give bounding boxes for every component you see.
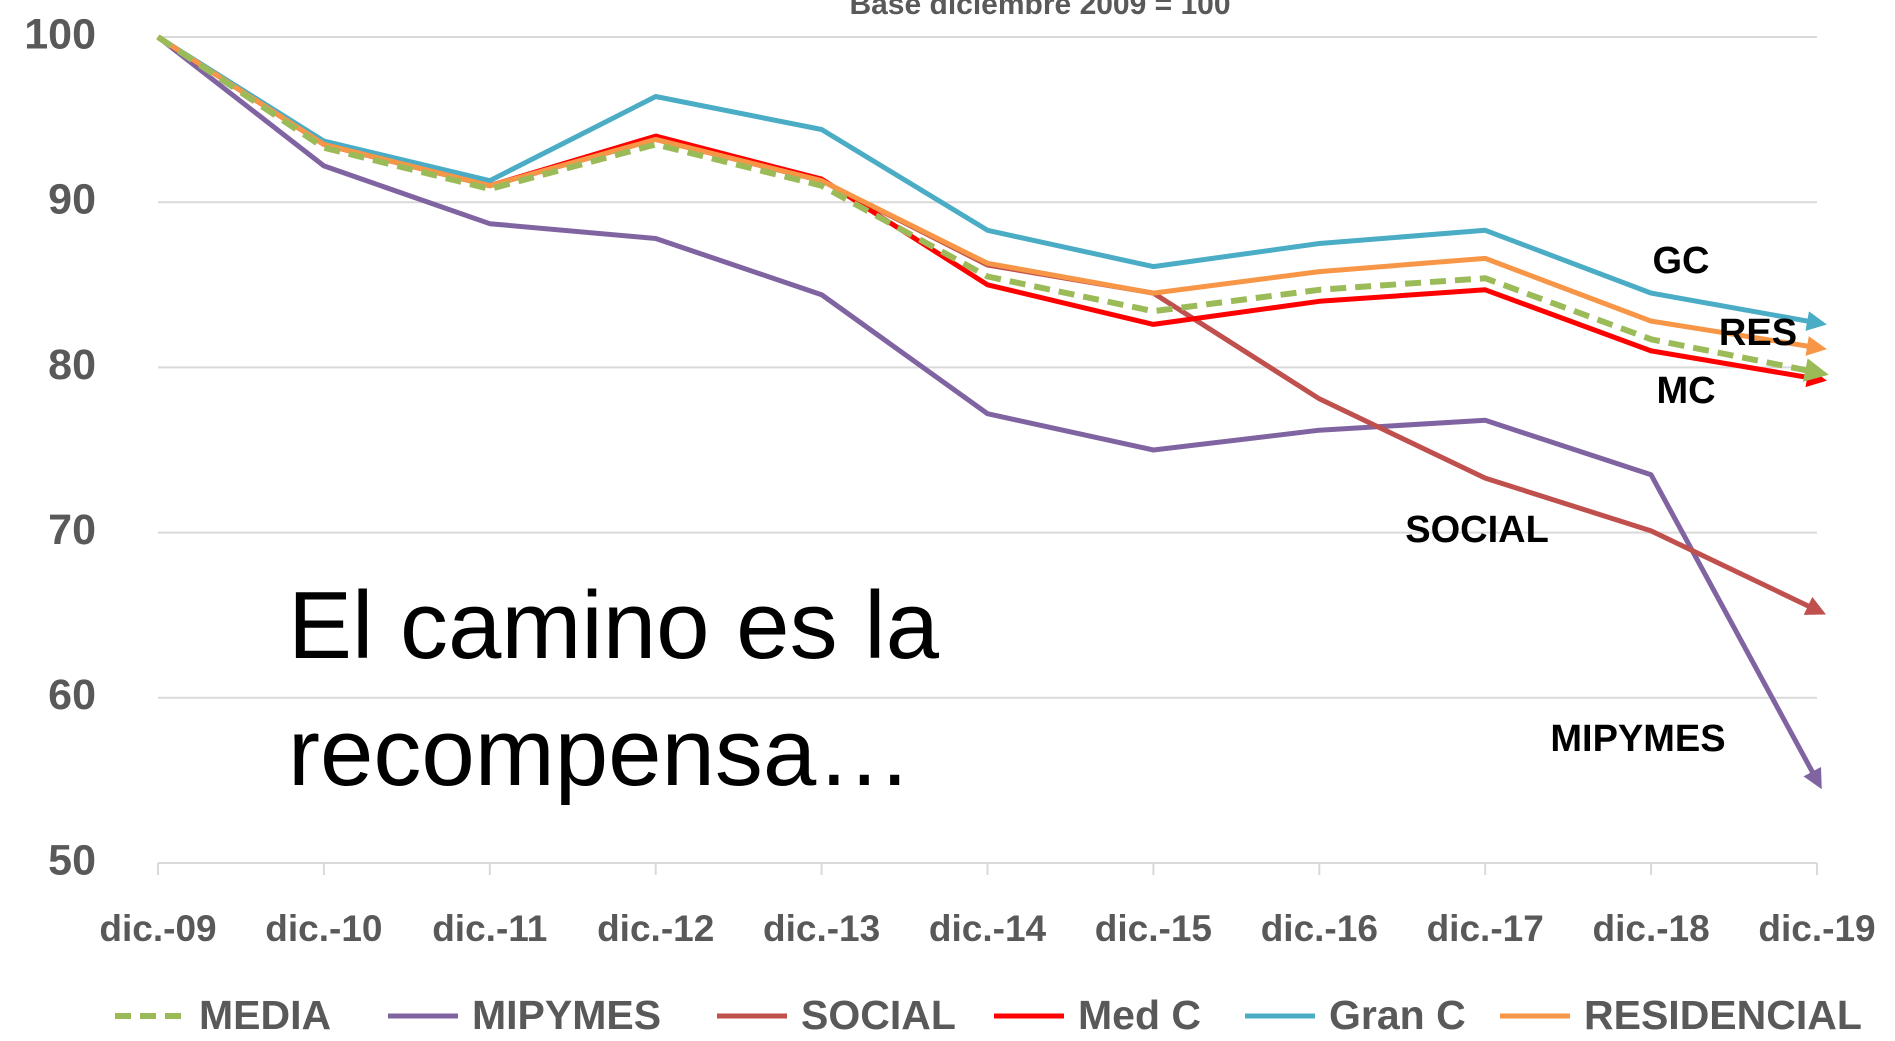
x-tick-label: dic.-09 <box>99 908 216 949</box>
legend-label: MIPYMES <box>472 992 661 1038</box>
series-line <box>156 34 1829 382</box>
annotation: GC <box>1653 240 1710 282</box>
legend-label: SOCIAL <box>801 992 956 1038</box>
x-tick-label: dic.-14 <box>929 908 1047 949</box>
y-tick-label: 60 <box>48 671 96 719</box>
legend-label: Gran C <box>1329 992 1466 1038</box>
x-tick-label: dic.-11 <box>432 908 547 949</box>
annotation: MIPYMES <box>1550 718 1725 760</box>
y-tick-label: 80 <box>48 341 96 389</box>
x-tick-label: dic.-13 <box>763 908 880 949</box>
y-tick-label: 70 <box>48 506 96 554</box>
chart-subtitle: Base diciembre 2009 = 100 <box>849 0 1230 21</box>
series-line <box>156 34 1827 388</box>
legend-label: Med C <box>1078 992 1201 1038</box>
headline: El camino es la <box>288 572 940 679</box>
x-tick-label: dic.-19 <box>1758 908 1875 949</box>
x-tick-label: dic.-17 <box>1427 908 1544 949</box>
x-tick-label: dic.-10 <box>265 908 382 949</box>
x-tick-label: dic.-15 <box>1095 908 1212 949</box>
y-tick-label: 90 <box>48 176 96 224</box>
series-line <box>156 34 1827 331</box>
legend-label: MEDIA <box>199 992 331 1038</box>
x-tick-label: dic.-18 <box>1592 908 1709 949</box>
legend-label: RESIDENCIAL <box>1584 992 1862 1038</box>
annotation: RES <box>1719 312 1797 354</box>
headline: recompensa… <box>288 699 912 806</box>
x-tick-label: dic.-16 <box>1261 908 1378 949</box>
series-line <box>156 34 1827 356</box>
series-line <box>156 35 1822 790</box>
x-tick-label: dic.-12 <box>597 908 714 949</box>
annotation: SOCIAL <box>1405 509 1549 551</box>
y-tick-label: 50 <box>48 836 96 884</box>
annotation: MC <box>1656 370 1715 412</box>
y-tick-label: 100 <box>24 10 96 58</box>
series-line <box>156 34 1827 615</box>
